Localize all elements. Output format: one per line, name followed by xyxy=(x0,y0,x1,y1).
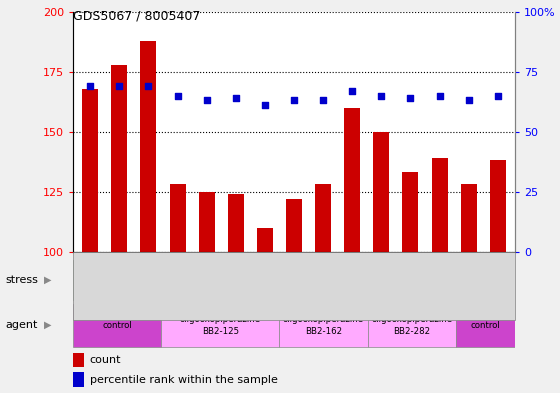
Point xyxy=(202,97,211,104)
Point xyxy=(260,102,269,108)
Bar xyxy=(279,303,368,347)
Bar xyxy=(73,303,161,347)
Point xyxy=(493,92,502,99)
Text: normoxia: normoxia xyxy=(91,275,143,285)
Text: oligooxopiperazine
BB2-162: oligooxopiperazine BB2-162 xyxy=(283,315,364,336)
Bar xyxy=(432,158,447,252)
Bar xyxy=(368,303,456,347)
Text: control: control xyxy=(471,321,501,330)
Bar xyxy=(199,191,214,252)
Bar xyxy=(315,184,331,252)
Bar xyxy=(82,88,98,252)
Point xyxy=(464,97,473,104)
Point xyxy=(377,92,386,99)
Bar xyxy=(73,353,84,367)
Point xyxy=(290,97,298,104)
Point xyxy=(348,88,357,94)
Bar xyxy=(141,40,156,252)
Point xyxy=(319,97,328,104)
Text: oligooxopiperazine
BB2-282: oligooxopiperazine BB2-282 xyxy=(371,315,452,336)
Text: GDS5067 / 8005407: GDS5067 / 8005407 xyxy=(73,10,200,23)
Bar xyxy=(73,260,161,300)
Text: agent: agent xyxy=(6,320,38,330)
Bar xyxy=(344,108,360,252)
Point xyxy=(406,95,415,101)
Text: stress: stress xyxy=(6,275,39,285)
Bar xyxy=(461,184,477,252)
Point xyxy=(435,92,444,99)
Bar xyxy=(374,132,389,252)
Text: count: count xyxy=(90,355,121,365)
Point xyxy=(173,92,182,99)
Bar xyxy=(456,303,515,347)
Bar xyxy=(228,194,244,252)
Bar xyxy=(170,184,185,252)
Point xyxy=(231,95,240,101)
Bar xyxy=(403,173,418,252)
Bar xyxy=(257,228,273,252)
Point xyxy=(144,83,153,89)
Bar xyxy=(161,303,279,347)
Text: hypoxia: hypoxia xyxy=(316,275,360,285)
Text: percentile rank within the sample: percentile rank within the sample xyxy=(90,375,277,385)
Point xyxy=(115,83,124,89)
Text: control: control xyxy=(102,321,132,330)
Bar xyxy=(286,199,302,252)
Bar xyxy=(490,160,506,252)
Bar xyxy=(161,260,515,300)
Text: ▶: ▶ xyxy=(44,320,52,330)
Bar xyxy=(73,372,84,387)
Text: ▶: ▶ xyxy=(44,275,52,285)
Bar xyxy=(111,64,127,252)
Text: oligooxopiperazine
BB2-125: oligooxopiperazine BB2-125 xyxy=(180,315,261,336)
Point xyxy=(86,83,95,89)
